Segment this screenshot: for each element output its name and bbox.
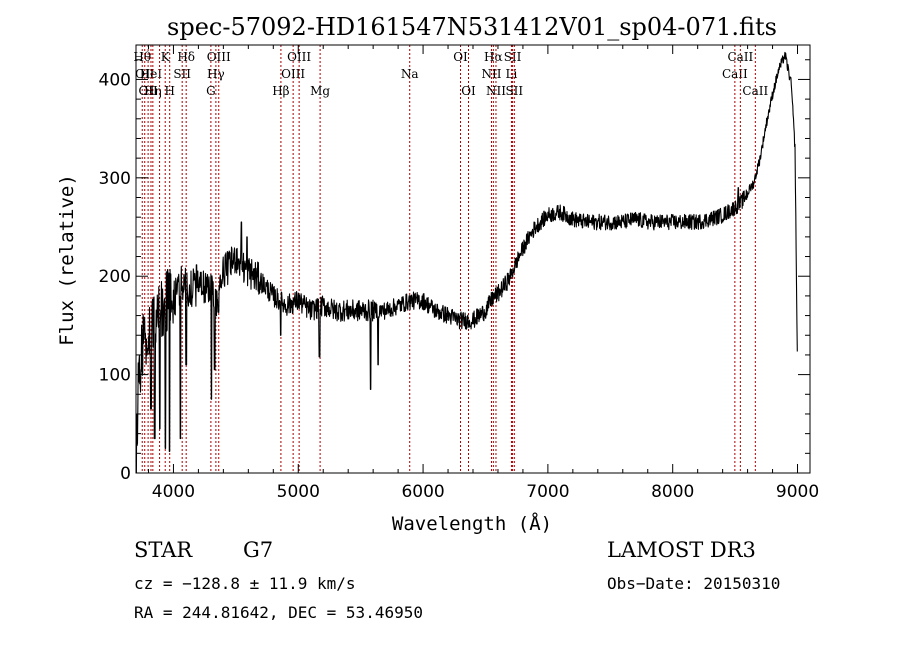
spectral-line-label: OI: [461, 84, 476, 98]
spectral-line-label: K: [161, 50, 171, 64]
spectral-line-label: SII: [504, 50, 522, 64]
spectral-line-label: SII: [505, 84, 523, 98]
spectral-line-label: Hδ: [177, 50, 195, 64]
y-tick-label: 200: [99, 267, 131, 287]
x-tick-label: 6000: [401, 482, 444, 502]
spectral-line-label: CaII: [722, 67, 748, 81]
y-tick-label: 0: [120, 464, 131, 484]
spectral-line-label: Mg: [310, 84, 330, 98]
spectrum-line: [135, 51, 798, 474]
redshift-text: cz = −128.8 ± 11.9 km/s: [134, 574, 356, 593]
spectral-line-label: OIII: [281, 67, 305, 81]
spectral-line-label: Hβ: [272, 84, 289, 98]
spectral-line-label: NII: [486, 84, 506, 98]
axis-ticks: 4000 5000 6000 7000 8000 9000 0 100 200 300 400: [99, 45, 819, 502]
obs-date-text: Obs−Date: 20150310: [607, 574, 781, 593]
x-tick-label: 9000: [776, 482, 819, 502]
spectral-line-label: CaII: [727, 50, 753, 64]
x-tick-label: 5000: [277, 482, 320, 502]
spectral-line-label: HeI: [140, 67, 163, 81]
spectral-line-label: OIII: [207, 50, 231, 64]
spectral-line-label: Hα: [484, 50, 503, 64]
x-axis-title: Wavelength (Å): [392, 512, 552, 535]
spectral-line-label: OII: [135, 67, 155, 81]
survey-label: LAMOST DR3: [607, 538, 756, 562]
x-tick-label: 8000: [651, 482, 694, 502]
y-tick-label: 100: [99, 366, 131, 386]
spectral-line-label: Hθ: [133, 50, 151, 64]
spectral-line-label: NII: [481, 67, 501, 81]
spectral-line-label: G: [206, 84, 216, 98]
y-tick-label: 400: [99, 70, 131, 90]
chart-title: spec-57092-HD161547N531412V01_sp04-071.f…: [167, 13, 777, 41]
spectral-line-label: OI: [453, 50, 468, 64]
spectral-line-label: Hη: [144, 84, 162, 98]
spectral-line-markers: HθOIIOIIHeIHηKHSIIHδGHγOIIIHβOIIIOIIIMgN…: [133, 45, 768, 473]
spectral-line-label: SII: [173, 67, 191, 81]
object-subclass-label: G7: [243, 538, 274, 562]
spectral-line-label: OIII: [287, 50, 311, 64]
spectral-line-label: H: [164, 84, 174, 98]
spectral-line-label: Li: [506, 67, 518, 81]
radec-text: RA = 244.81642, DEC = 53.46950: [134, 603, 423, 622]
x-tick-label: 7000: [526, 482, 569, 502]
spectral-line-label: Na: [401, 67, 419, 81]
y-tick-label: 300: [99, 169, 131, 189]
object-class-label: STAR: [134, 538, 193, 562]
x-tick-label: 4000: [152, 482, 195, 502]
y-axis-title: Flux (relative): [56, 174, 78, 346]
spectral-line-label: Hγ: [207, 67, 225, 81]
spectral-line-label: CaII: [742, 84, 768, 98]
